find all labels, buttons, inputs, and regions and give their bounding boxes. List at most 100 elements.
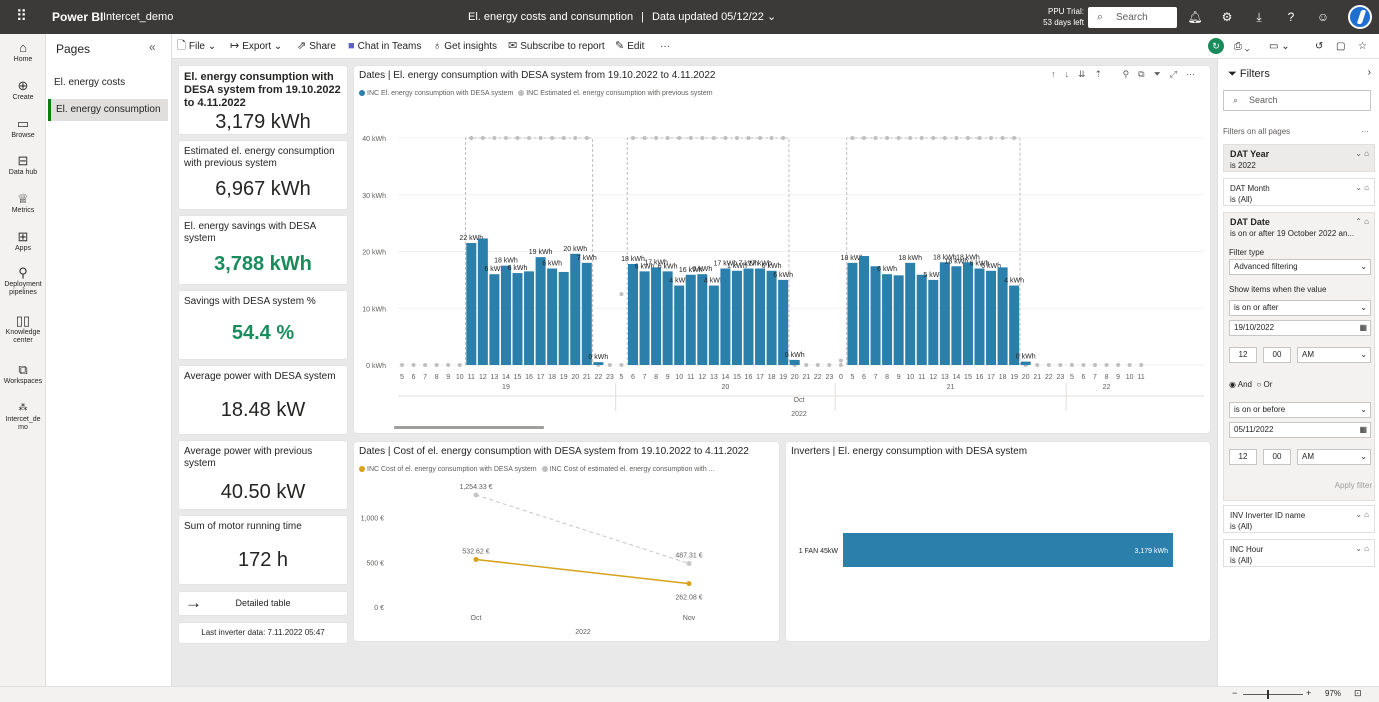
page-tab-consumption[interactable]: El. energy consumption	[48, 99, 168, 121]
app-name[interactable]: Power BI	[52, 10, 104, 24]
bookmark-icon[interactable]: ⎙ ⌄	[1234, 41, 1250, 52]
share-button[interactable]: ⇗ Share	[297, 34, 336, 59]
kpi-card-avg-power-prev[interactable]: Average power with previous system 40.50…	[179, 441, 347, 509]
page-tab-costs[interactable]: El. energy costs	[54, 77, 126, 88]
nav-current-workspace[interactable]: ⁂ Intercet_de mo	[0, 400, 46, 432]
zoom-slider[interactable]	[1243, 694, 1303, 695]
cost-by-date-chart[interactable]: Dates | Cost of el. energy consumption w…	[354, 442, 779, 641]
inverter-chart[interactable]: Inverters | El. energy consumption with …	[786, 442, 1210, 641]
edit-button[interactable]: ✎ Edit	[615, 34, 644, 59]
trial-info[interactable]: PPU Trial: 53 days left	[1030, 6, 1084, 28]
radio-and[interactable]: ◉	[1229, 380, 1236, 389]
filter-card-inverter[interactable]: INV Inverter ID name is (All) ⌄ ⌂	[1223, 505, 1375, 533]
nav-data-hub[interactable]: ⊟ Data hub	[0, 153, 46, 177]
bar	[755, 268, 766, 365]
calendar-icon[interactable]: ▦	[1359, 425, 1367, 434]
calendar-icon[interactable]: ▦	[1359, 323, 1367, 332]
bar	[986, 270, 997, 365]
help-icon[interactable]: ?	[1287, 10, 1295, 24]
export-menu[interactable]: ↦ Export ⌄	[230, 40, 283, 52]
zoom-slider-thumb[interactable]	[1267, 690, 1269, 699]
command-bar: 🗋︎ File ⌄ ↦ Export ⌄ ⇗ Share ■ Chat in Teams…	[172, 34, 1379, 59]
zoom-out-button[interactable]: −	[1232, 688, 1238, 698]
kpi-card-estimated[interactable]: Estimated el. energy consumption with pr…	[179, 141, 347, 209]
bell-icon[interactable]: 🔔︎	[1187, 10, 1203, 24]
filter-card-icons[interactable]: ⌄ ⌂	[1355, 183, 1369, 192]
fit-page-icon[interactable]: ⊡	[1354, 688, 1362, 698]
x-tick-label: 23	[825, 374, 833, 381]
date1-input[interactable]: 19/10/2022 ▦	[1229, 320, 1371, 336]
radio-or[interactable]: ○	[1256, 380, 1262, 389]
kpi-card-running-time[interactable]: Sum of motor running time 172 h	[179, 516, 347, 584]
bar	[974, 268, 985, 365]
workspace-name[interactable]: Intercet_demo	[103, 11, 174, 23]
more-options-button[interactable]: ···	[660, 41, 670, 52]
filter-search-input[interactable]: ⌕ Search	[1223, 90, 1371, 111]
refresh-status-icon[interactable]: ↻	[1208, 38, 1224, 54]
get-insights-button[interactable]: ♁ Get insights	[433, 34, 497, 59]
kpi-card-consumption[interactable]: El. energy consumption with DESA system …	[179, 66, 347, 134]
reset-icon[interactable]: ↺	[1315, 41, 1324, 52]
view-icon[interactable]: ▭ ⌄	[1269, 41, 1290, 52]
condition1-select[interactable]: is on or after ⌄	[1229, 300, 1371, 316]
comment-icon[interactable]: ▢	[1336, 41, 1346, 52]
collapse-icon[interactable]: «	[149, 40, 156, 54]
report-title-menu[interactable]: El. energy costs and consumption | Data up…	[468, 0, 776, 34]
nav-workspaces[interactable]: ⧉ Workspaces	[0, 362, 46, 386]
prev-point	[850, 136, 855, 140]
nav-knowledge[interactable]: ▯▯ Knowledge center	[0, 313, 46, 345]
ampm1-select[interactable]: AM ⌄	[1297, 347, 1371, 363]
zoom-in-button[interactable]: +	[1306, 688, 1312, 698]
feedback-icon[interactable]: ☺	[1316, 10, 1330, 24]
favorite-icon[interactable]: ☆	[1358, 41, 1367, 52]
filter-card-inc-hour[interactable]: INC Hour is (All) ⌄ ⌂	[1223, 539, 1375, 567]
file-menu[interactable]: 🗋︎ File ⌄	[177, 40, 217, 52]
nav-browse[interactable]: ▭ Browse	[0, 116, 46, 140]
energy-by-date-chart[interactable]: Dates | El. energy consumption with DESA…	[354, 66, 1210, 433]
filter-card-icons[interactable]: ⌄ ⌂	[1355, 149, 1369, 158]
collapse-filters-icon[interactable]: ›	[1367, 67, 1371, 78]
app-launcher-icon[interactable]: ⠿	[16, 8, 27, 25]
and-or-radios[interactable]: ◉ And ○ Or	[1229, 379, 1272, 390]
filter-card-dat-year[interactable]: DAT Year is 2022 ⌄ ⌂	[1223, 144, 1375, 172]
gear-icon[interactable]: ⚙	[1221, 10, 1233, 24]
nav-home[interactable]: ⌂ Home	[0, 40, 46, 64]
minute1-input[interactable]: 00	[1263, 347, 1291, 363]
hour2-input[interactable]: 12	[1229, 449, 1257, 465]
apply-filter-button[interactable]: Apply filter	[1334, 481, 1372, 490]
kpi-label: Average power with previous system	[184, 446, 313, 469]
condition2-select[interactable]: is on or before ⌄	[1229, 402, 1371, 418]
prev-point	[1116, 363, 1121, 367]
kpi-card-savings-pct[interactable]: Savings with DESA system % 54.4 %	[179, 291, 347, 359]
date2-input[interactable]: 05/11/2022 ▦	[1229, 422, 1371, 438]
filter-card-icons[interactable]: ⌃ ⌂	[1355, 217, 1369, 226]
more-icon[interactable]: …	[1361, 125, 1369, 134]
search-input[interactable]: ⌕ Search	[1088, 7, 1177, 28]
filter-card-icons[interactable]: ⌄ ⌂	[1355, 544, 1369, 553]
nav-deployment[interactable]: ⚲ Deployment pipelines	[0, 265, 46, 297]
visual-header-icons[interactable]: ↑↓⇊⇡ ⚲⧉⏷⤢⋯	[1050, 69, 1204, 79]
detailed-table-button[interactable]: → Detailed table	[179, 592, 347, 615]
nav-create[interactable]: ⊕ Create	[0, 78, 46, 102]
minute2-input[interactable]: 00	[1263, 449, 1291, 465]
ampm2-select[interactable]: AM ⌄	[1297, 449, 1371, 465]
bar	[593, 362, 604, 365]
filter-type-select[interactable]: Advanced filtering ⌄	[1229, 259, 1371, 275]
nav-apps[interactable]: ⊞ Apps	[0, 229, 46, 253]
filter-card-dat-month[interactable]: DAT Month is (All) ⌄ ⌂	[1223, 178, 1375, 206]
filter-card-dat-date[interactable]: DAT Date is on or after 19 October 2022 a…	[1223, 212, 1375, 501]
avatar[interactable]	[1348, 5, 1372, 29]
prev-point	[1127, 363, 1132, 367]
chat-in-teams-button[interactable]: ■ Chat in Teams	[348, 34, 421, 59]
kpi-card-avg-power-desa[interactable]: Average power with DESA system 18.48 kW	[179, 366, 347, 434]
nav-metrics[interactable]: ♕ Metrics	[0, 191, 46, 215]
bar-data-label: 6 kWh	[877, 266, 897, 273]
subscribe-button[interactable]: ✉ Subscribe to report	[508, 34, 605, 59]
bar	[962, 262, 973, 365]
hour1-input[interactable]: 12	[1229, 347, 1257, 363]
download-icon[interactable]: ⤓	[1256, 10, 1262, 24]
filter-name: INV Inverter ID name	[1230, 511, 1306, 520]
filter-card-icons[interactable]: ⌄ ⌂	[1355, 510, 1369, 519]
kpi-card-savings[interactable]: El. energy savings with DESA system 3,78…	[179, 216, 347, 284]
nav-label: Intercet_de mo	[5, 416, 41, 431]
